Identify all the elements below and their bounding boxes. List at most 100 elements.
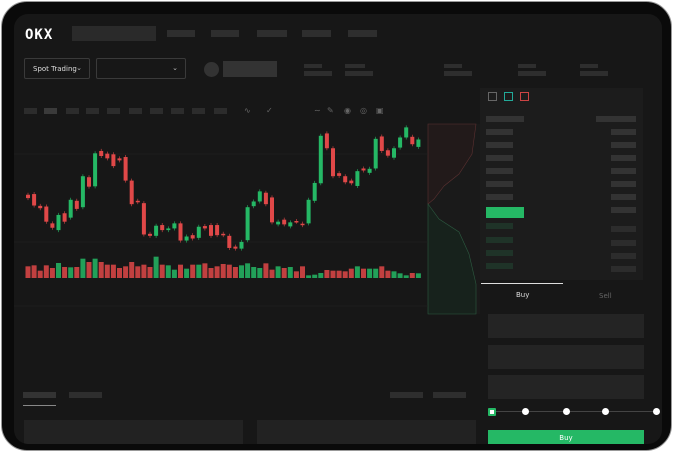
volume-bar [62,267,68,278]
ask-size [611,207,636,213]
stat-value [580,71,608,76]
candle-body [355,171,360,186]
candle-body [257,191,262,202]
market-select[interactable]: Spot Trading ⌄ [24,58,90,79]
tab-sell[interactable]: Sell [599,292,612,300]
volume-bar [232,267,238,278]
volume-bar [178,264,183,278]
candle-body [300,223,305,226]
ask-size [611,168,636,174]
candle-body [178,223,183,241]
depth-asks [427,123,477,205]
timeframe-button[interactable] [129,108,142,114]
buy-button[interactable]: Buy [488,430,644,444]
volume-bar [123,266,129,278]
candle-body [227,235,232,248]
volume-bar [68,267,74,278]
bottom-tab-active[interactable] [23,392,56,398]
bottom-tab[interactable] [69,392,102,398]
candle-body [44,206,49,222]
timeframe-button[interactable] [171,108,184,114]
pair-select[interactable]: ⌄ [96,58,186,79]
slider-step[interactable] [563,408,570,415]
timeframe-button[interactable] [86,108,99,114]
indicator-icon[interactable]: ∿ [244,106,251,115]
nav-item[interactable] [302,30,331,37]
volume-bar [110,264,116,278]
volume-bar [171,269,177,278]
settings-icon[interactable]: ◉ [344,106,351,115]
timeframe-button[interactable] [44,108,57,114]
draw-icon[interactable]: ∼ [314,106,321,115]
nav-item[interactable] [211,30,239,37]
candle-body [141,203,146,235]
candle-body [410,136,415,145]
nav-item[interactable] [167,30,195,37]
bottom-action[interactable] [433,392,466,398]
timeframe-button[interactable] [214,108,227,114]
tab-buy[interactable]: Buy [516,291,530,299]
price-input[interactable] [488,314,644,338]
timeframe-button[interactable] [66,108,79,114]
stat-label [345,64,365,68]
camera-icon[interactable]: ◎ [360,106,367,115]
volume-bar [117,268,122,278]
volume-bar [190,264,196,278]
nav-item[interactable] [257,30,287,37]
orderbook-both-icon[interactable] [488,92,497,101]
bottom-tab-underline [23,405,56,406]
candle-body [87,177,91,187]
bottom-action[interactable] [390,392,423,398]
candle-body [209,225,213,236]
candle-body [331,148,335,177]
timeframe-button[interactable] [150,108,163,114]
buy-button-label: Buy [559,434,573,442]
search-bar[interactable] [72,26,156,41]
ask-size [611,194,636,200]
volume-bar [287,267,293,278]
timeframe-button[interactable] [192,108,205,114]
volume-bar [379,266,385,278]
candle-body [196,226,201,238]
orders-panel [24,420,243,444]
orderbook-bids-icon[interactable] [504,92,513,101]
stat-value [304,71,332,76]
candle-body [93,153,98,187]
ask-price [486,129,513,135]
slider-step[interactable] [522,408,529,415]
amount-input[interactable] [488,345,644,369]
bid-price [486,223,513,229]
candle-body [404,127,409,138]
fullscreen-icon[interactable]: ▣ [376,106,384,115]
timeframe-button[interactable] [24,108,37,114]
candle-body [361,168,366,171]
pen-icon[interactable]: ✎ [327,106,334,115]
volume-bar [147,267,153,278]
candle-body [318,135,323,184]
total-input[interactable] [488,375,644,399]
orderbook-asks-icon[interactable] [520,92,529,101]
timeframe-button[interactable] [107,108,120,114]
slider-step[interactable] [653,408,660,415]
volume-bar [129,262,135,278]
last-price [486,207,524,218]
volume-bar [226,264,232,278]
volume-bar [275,266,281,278]
stat-value [518,71,546,76]
candle-body [68,199,73,218]
indicator-icon[interactable]: ✓ [266,106,273,115]
volume-bar [135,266,141,278]
candle-body [294,221,299,223]
candle-body [416,139,421,147]
okx-logo: OKX [25,27,54,43]
stat-label [304,64,322,68]
candlestick-chart[interactable] [14,114,480,374]
candle-body [270,197,274,223]
bid-size [611,240,636,246]
slider-step[interactable] [602,408,609,415]
ask-price [486,181,513,187]
ask-size [611,142,636,148]
nav-item[interactable] [348,30,377,37]
slider-step[interactable] [488,408,496,416]
leverage-slider-track[interactable] [492,411,658,412]
